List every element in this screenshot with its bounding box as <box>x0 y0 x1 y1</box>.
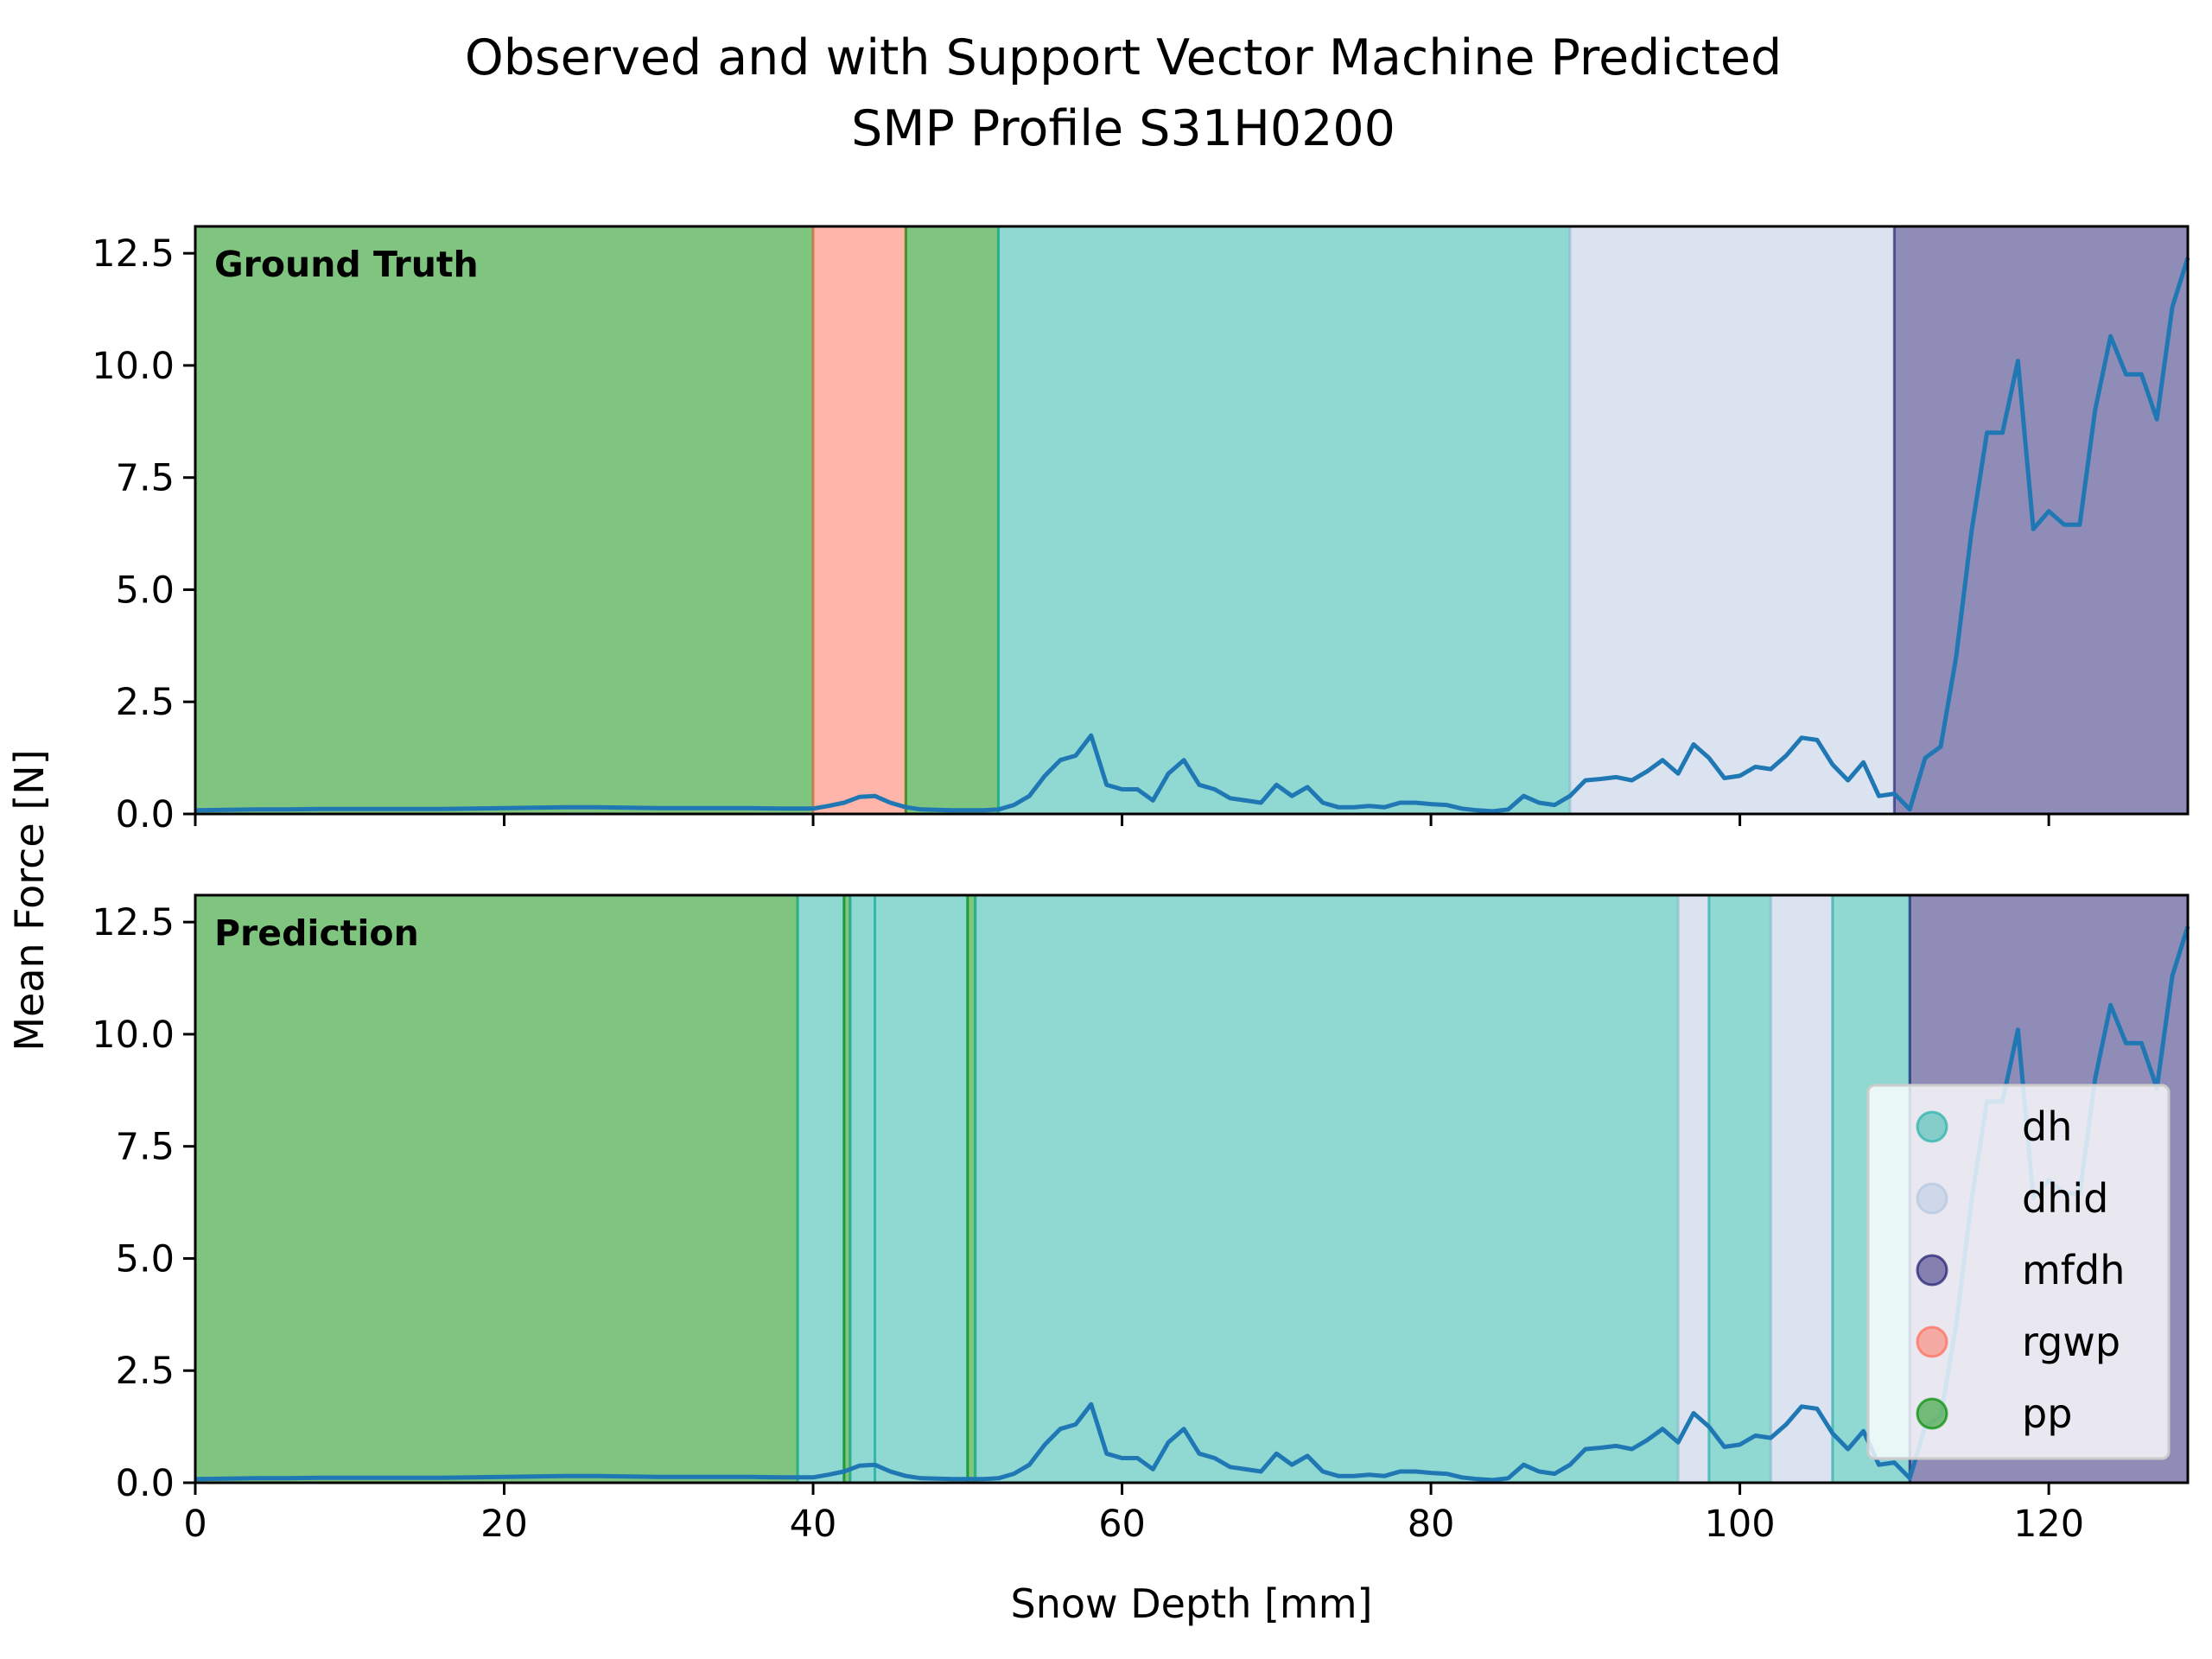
y-tick-label: 7.5 <box>116 1126 175 1169</box>
y-tick-label: 2.5 <box>116 1350 175 1393</box>
segment-dhid <box>1769 893 1834 1484</box>
segment-pp <box>904 225 1001 816</box>
legend-item: rgwp <box>1916 1319 2120 1365</box>
segment-dhid <box>1676 893 1711 1484</box>
legend-item: mfdh <box>1916 1247 2125 1294</box>
legend: dh dhid mfdh rgwp pp <box>1866 1084 2171 1460</box>
legend-marker <box>1916 1182 1948 1215</box>
x-tick-label: 80 <box>1408 1503 1455 1546</box>
segment-pp <box>194 893 799 1484</box>
x-tick-label: 120 <box>2013 1503 2084 1546</box>
legend-marker <box>1916 1397 1948 1430</box>
legend-item: dhid <box>1916 1175 2108 1222</box>
y-tick-label: 0.0 <box>116 793 175 836</box>
y-tick-label: 12.5 <box>92 232 175 276</box>
y-tick-label: 7.5 <box>116 457 175 500</box>
segment-dhid <box>1568 225 1896 816</box>
legend-label: dh <box>2022 1103 2072 1150</box>
chart-subtitle: SMP Profile S31H0200 <box>851 100 1395 157</box>
series-line-mean-force <box>194 925 2190 1483</box>
panel-label: Ground Truth <box>214 244 479 285</box>
segment-dh <box>849 893 877 1484</box>
legend-label: pp <box>2022 1390 2072 1437</box>
segment-pp <box>194 225 815 816</box>
legend-item: dh <box>1916 1103 2072 1150</box>
panel-label: Prediction <box>214 912 419 954</box>
legend-label: rgwp <box>2022 1319 2120 1365</box>
y-tick-label: 10.0 <box>92 345 175 388</box>
y-tick-label: 10.0 <box>92 1014 175 1057</box>
y-tick-label: 12.5 <box>92 901 175 944</box>
legend-marker <box>1916 1254 1948 1287</box>
x-tick-label: 0 <box>183 1503 207 1546</box>
legend-marker <box>1916 1325 1948 1358</box>
legend-item: pp <box>1916 1390 2072 1437</box>
legend-label: dhid <box>2022 1175 2108 1222</box>
segment-dh <box>796 893 846 1484</box>
legend-label: mfdh <box>2022 1247 2125 1294</box>
x-tick-label: 40 <box>790 1503 837 1546</box>
panel-ground-truth: 0.0 2.5 5.0 7.5 10.0 12.5 Ground Truth <box>92 225 2190 836</box>
x-tick-label: 60 <box>1098 1503 1146 1546</box>
y-tick-label: 0.0 <box>116 1462 175 1505</box>
y-tick-label: 5.0 <box>116 1237 175 1281</box>
segment-dh <box>874 893 969 1484</box>
chart-title: Observed and with Support Vector Machine… <box>465 29 1782 86</box>
x-tick-label: 20 <box>480 1503 528 1546</box>
segment-dh <box>1707 893 1772 1484</box>
axes-frame <box>194 225 2190 816</box>
series-line-mean-force <box>194 257 2190 814</box>
axes-frame <box>194 893 2190 1484</box>
y-axis-label: Mean Force [N] <box>6 749 53 1051</box>
x-axis-label: Snow Depth [mm] <box>1011 1580 1373 1627</box>
x-tick-label: 100 <box>1705 1503 1776 1546</box>
segment-dh <box>974 893 1680 1484</box>
segment-dh <box>997 225 1572 816</box>
legend-marker <box>1916 1110 1948 1143</box>
y-tick-label: 2.5 <box>116 681 175 724</box>
legend-box <box>1866 1084 2171 1460</box>
y-tick-label: 5.0 <box>116 569 175 612</box>
segment-rgwp <box>811 225 907 816</box>
